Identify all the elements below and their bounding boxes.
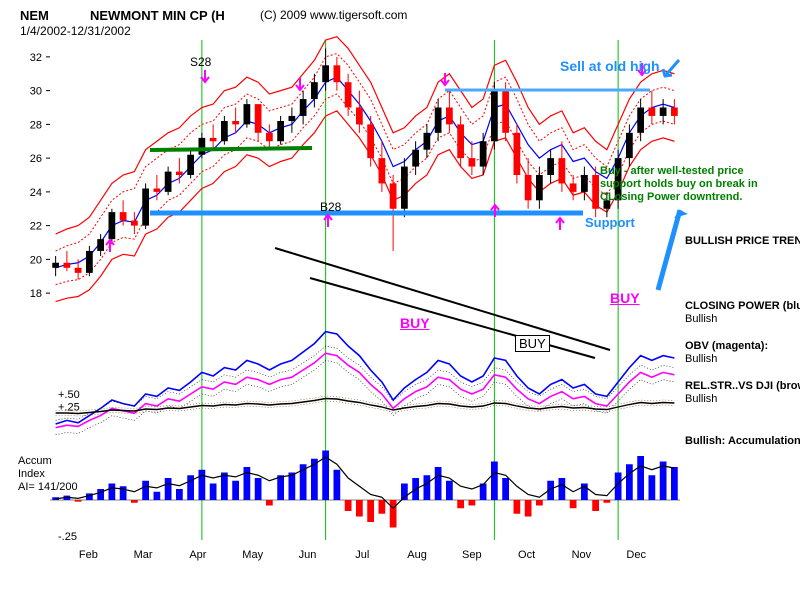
annotation-accum_index_3: AI= 141/200 xyxy=(18,481,78,493)
svg-text:Apr: Apr xyxy=(189,549,206,561)
annotation-BUY_magenta_1: BUY xyxy=(400,315,430,331)
annotation-buy_text_3: CLosing Power downtrend. xyxy=(600,191,742,203)
annotation-BUY_black: BUY xyxy=(515,335,550,352)
chart-svg: 18 20 22 24 26 28 30 32 Feb Mar Apr May Jun Jul Aug Sep… xyxy=(0,0,800,600)
annotation-closing_power_lbl: CLOSING POWER (blue xyxy=(685,300,800,312)
svg-text:+.25: +.25 xyxy=(58,402,80,414)
svg-text:28: 28 xyxy=(30,119,42,131)
svg-text:18: 18 xyxy=(30,288,42,300)
annotation-buy_text_2: support holds buy on break in xyxy=(600,178,758,190)
annotation-rs_lbl: REL.STR..VS DJI (brow xyxy=(685,380,800,392)
svg-text:26: 26 xyxy=(30,153,42,165)
annotation-accum_index_2: Index xyxy=(18,468,45,480)
annotation-S28: S28 xyxy=(190,55,211,69)
svg-text:24: 24 xyxy=(30,187,42,199)
svg-text:Nov: Nov xyxy=(572,549,592,561)
svg-text:30: 30 xyxy=(30,86,42,98)
annotation-B28: B28 xyxy=(320,200,341,214)
annotation-obv_lbl: OBV (magenta): xyxy=(685,340,768,352)
svg-text:Dec: Dec xyxy=(626,549,646,561)
svg-text:Aug: Aug xyxy=(407,549,427,561)
svg-text:+.50: +.50 xyxy=(58,389,80,401)
svg-text:-.25: -.25 xyxy=(58,531,77,543)
svg-text:22: 22 xyxy=(30,221,42,233)
svg-text:Jul: Jul xyxy=(355,549,369,561)
annotation-obv_bull: Bullish xyxy=(685,353,717,365)
annotation-sell_at_old_high: Sell at old high xyxy=(560,58,660,74)
annotation-BUY_magenta_2: BUY xyxy=(610,290,640,306)
svg-text:Feb: Feb xyxy=(79,549,98,561)
svg-text:32: 32 xyxy=(30,52,42,64)
annotation-closing_power_bull: Bullish xyxy=(685,313,717,325)
svg-text:May: May xyxy=(242,549,263,561)
annotation-accum_index_1: Accum xyxy=(18,455,52,467)
annotation-buy_text_1: Buy - after well-tested price xyxy=(600,165,744,177)
svg-text:Jun: Jun xyxy=(299,549,317,561)
annotation-rs_bull: Bullish xyxy=(685,393,717,405)
annotation-support: Support xyxy=(585,215,635,230)
chart-stage: NEM NEWMONT MIN CP (H (C) 2009 www.tiger… xyxy=(0,0,800,600)
svg-text:20: 20 xyxy=(30,254,42,266)
svg-text:Oct: Oct xyxy=(518,549,535,561)
svg-text:Mar: Mar xyxy=(134,549,153,561)
annotation-bullish_price_trend: BULLISH PRICE TREN xyxy=(685,235,800,247)
svg-text:Sep: Sep xyxy=(462,549,482,561)
annotation-accum_lbl: Bullish: Accumulation R xyxy=(685,435,800,447)
